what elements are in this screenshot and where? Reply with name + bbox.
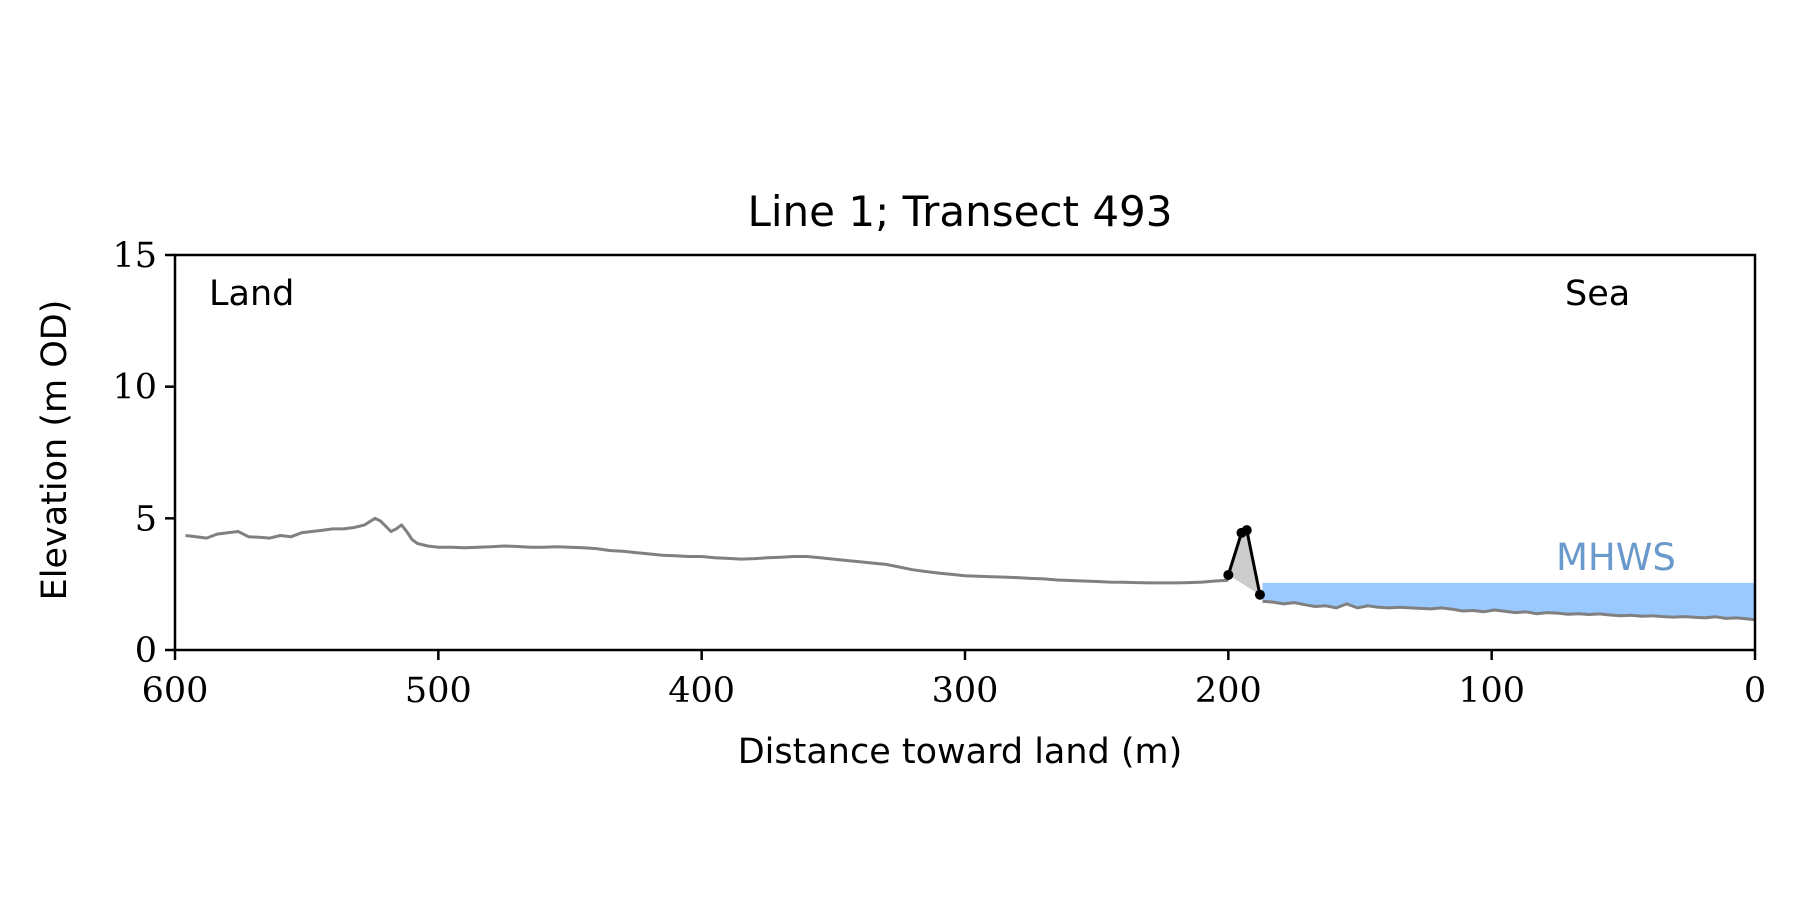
feature-point [1241, 525, 1252, 536]
feature-point [1254, 589, 1265, 600]
water-layer [1262, 582, 1755, 620]
x-tick-label: 100 [1458, 671, 1525, 711]
mhws-label: MHWS [1556, 536, 1676, 579]
x-tick-label: 400 [668, 671, 735, 711]
feature-point [1223, 569, 1234, 580]
feature-fill [1228, 530, 1260, 595]
land-annotation: Land [209, 274, 294, 314]
chart-title: Line 1; Transect 493 [747, 187, 1172, 236]
y-tick-label: 15 [112, 236, 157, 276]
x-tick-label: 0 [1744, 671, 1766, 711]
y-ticks: 0 5 10 15 [112, 236, 175, 671]
y-axis-label: Elevation (m OD) [35, 300, 75, 601]
x-axis-label: Distance toward land (m) [738, 732, 1183, 772]
profile-layer [185, 516, 1756, 622]
x-tick-label: 500 [405, 671, 472, 711]
x-tick-label: 300 [932, 671, 999, 711]
y-tick-label: 5 [135, 499, 157, 539]
x-tick-label: 200 [1195, 671, 1262, 711]
x-tick-label: 600 [142, 671, 209, 711]
sea-annotation: Sea [1565, 274, 1630, 314]
profile-line-sea [1262, 599, 1756, 622]
water-fill [1262, 582, 1755, 620]
y-tick-label: 0 [135, 631, 157, 671]
y-tick-label: 10 [112, 368, 157, 408]
feature-layer [1223, 525, 1265, 600]
profile-line-land [185, 516, 1229, 585]
x-ticks: 600 500 400 300 200 100 0 [142, 650, 1766, 711]
